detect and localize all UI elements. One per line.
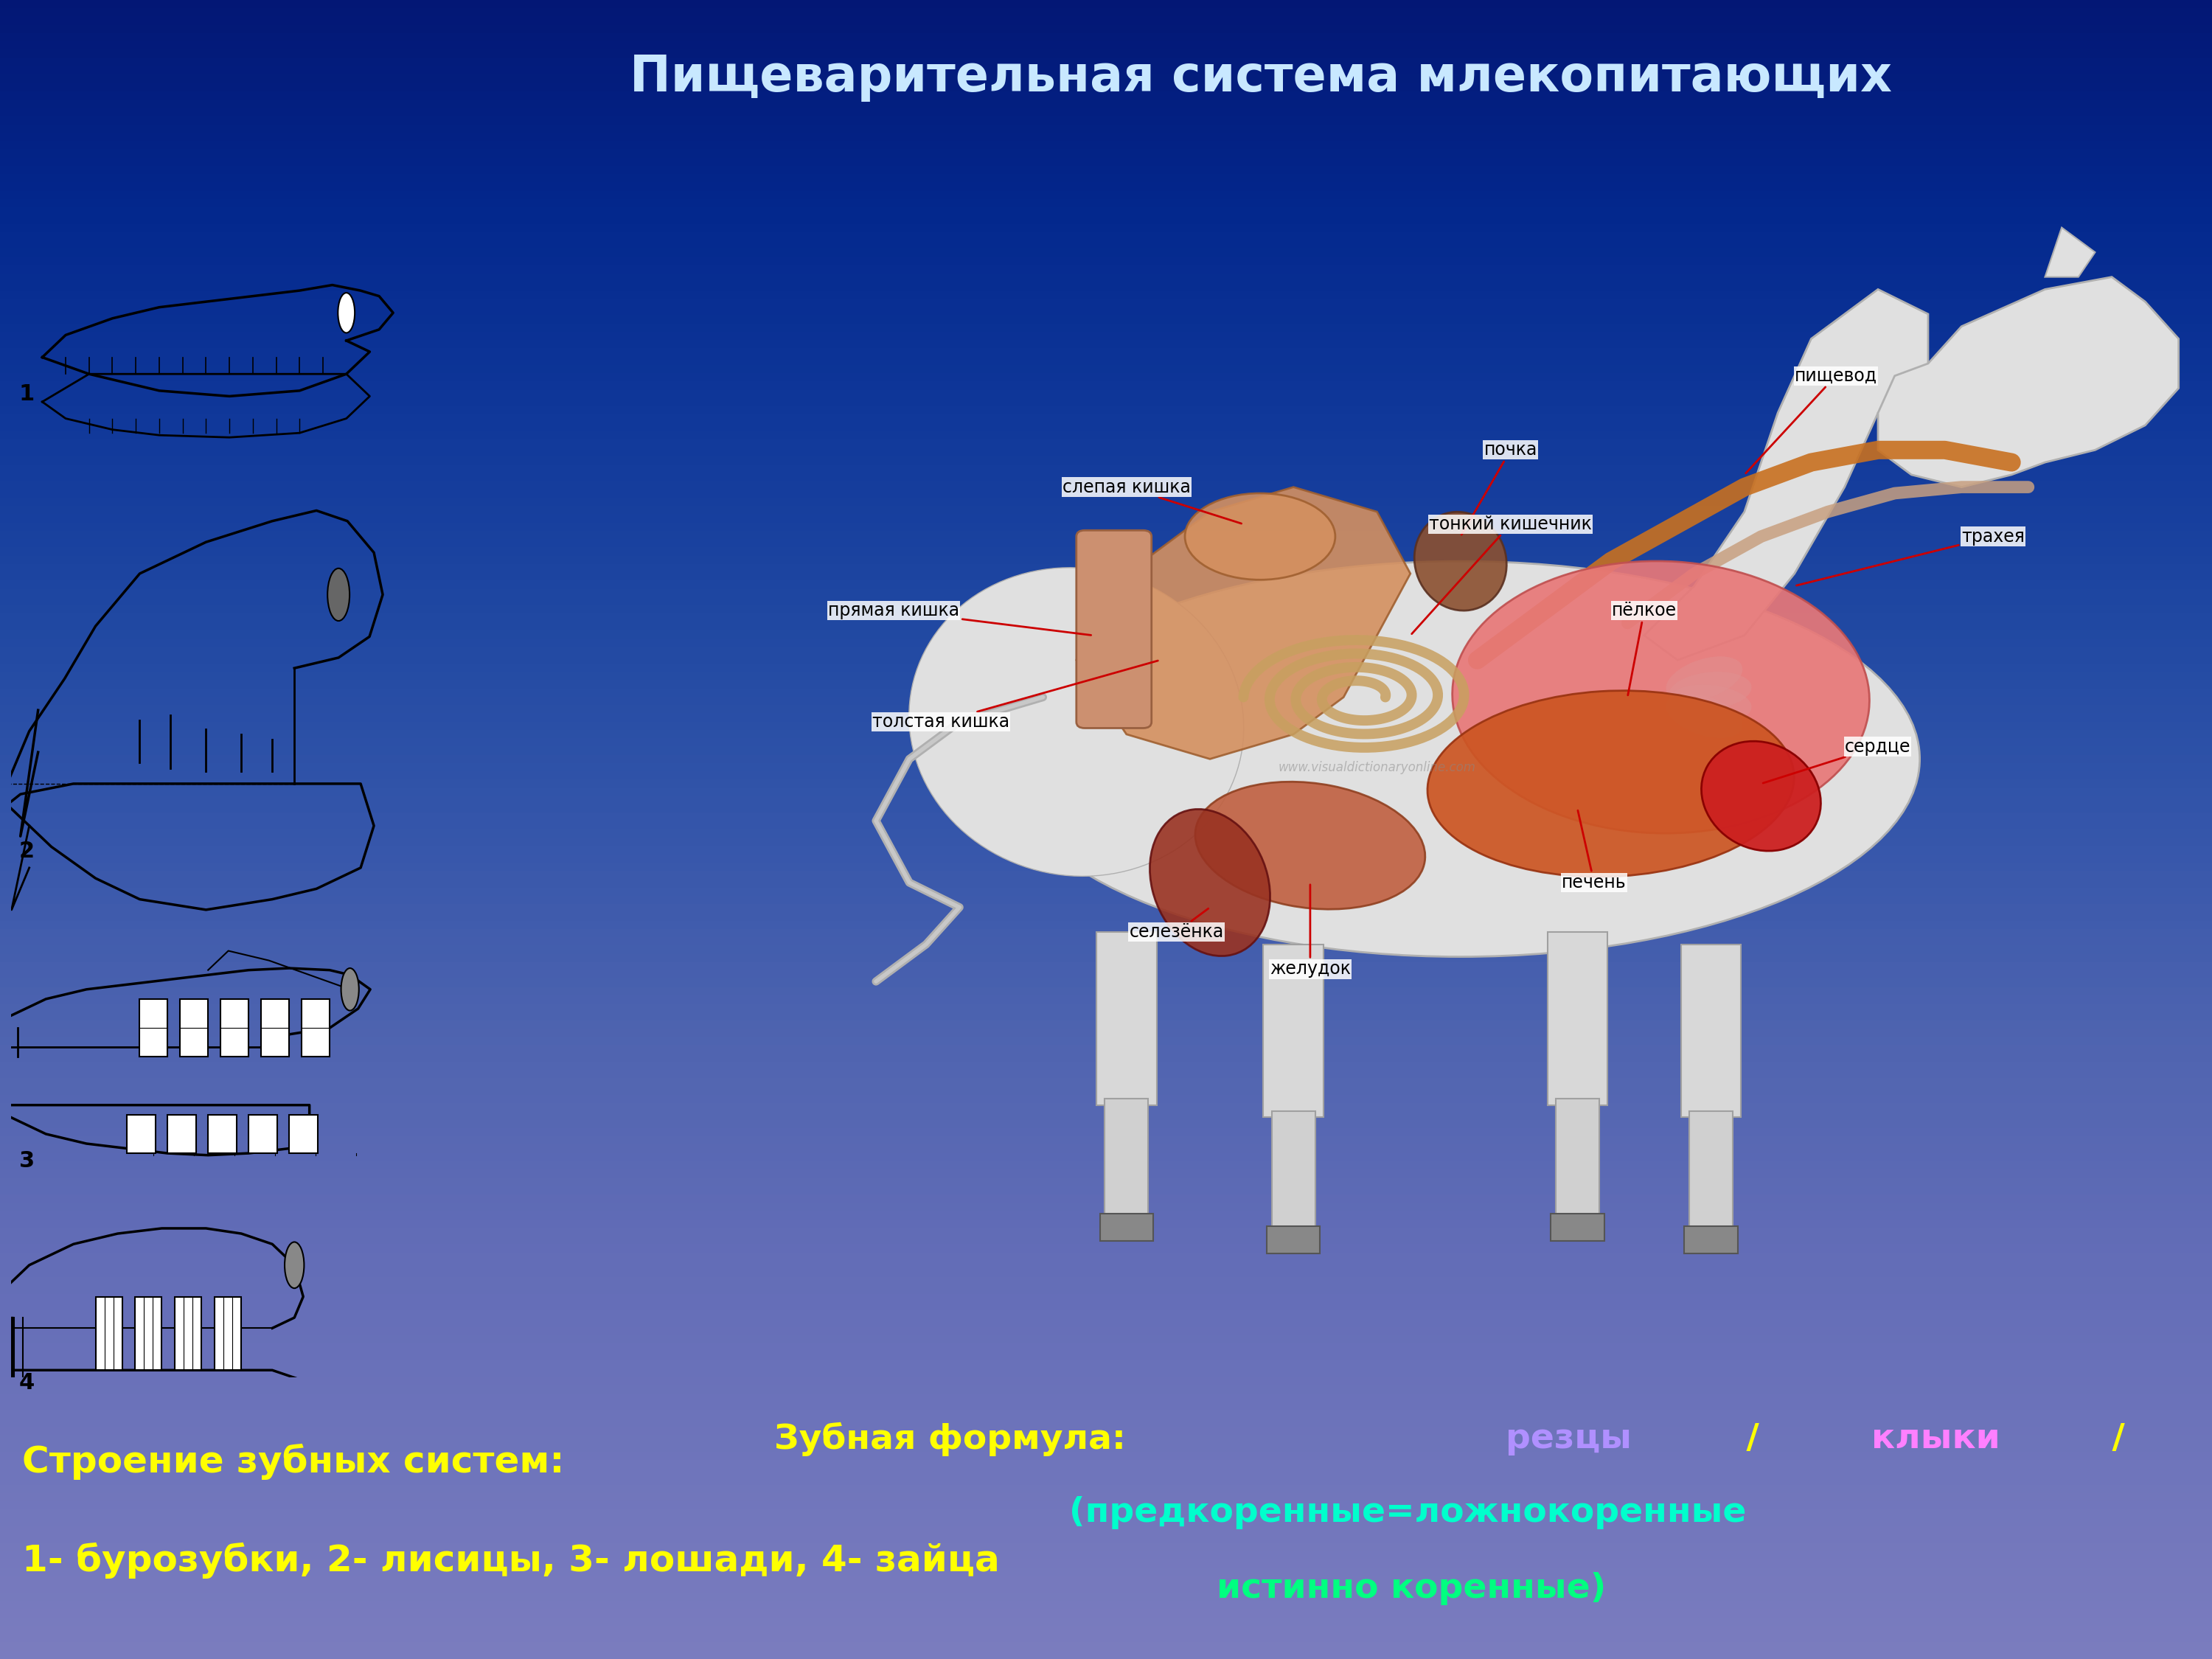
Ellipse shape	[1668, 685, 1752, 723]
Polygon shape	[1878, 277, 2179, 488]
Ellipse shape	[1194, 781, 1425, 909]
Bar	[168, 1115, 197, 1153]
Text: тонкий кишечник: тонкий кишечник	[1411, 516, 1593, 634]
Bar	[175, 1297, 201, 1370]
Text: 1- бурозубки, 2- лисицы, 3- лошади, 4- зайца: 1- бурозубки, 2- лисицы, 3- лошади, 4- з…	[22, 1543, 1000, 1578]
Bar	[1104, 1098, 1148, 1216]
Text: Зубная формула:: Зубная формула:	[774, 1422, 1137, 1457]
Bar	[261, 999, 290, 1057]
Text: истинно коренные): истинно коренные)	[1217, 1573, 1606, 1606]
Text: 1: 1	[20, 383, 35, 405]
Ellipse shape	[1453, 561, 1869, 833]
Bar	[86, 1425, 113, 1463]
Text: слепая кишка: слепая кишка	[1062, 478, 1241, 524]
Text: толстая кишка: толстая кишка	[872, 660, 1157, 730]
Text: www.visualdictionaryonline.com: www.visualdictionaryonline.com	[1279, 761, 1475, 775]
Bar	[135, 1297, 161, 1370]
Circle shape	[338, 292, 354, 333]
Bar	[179, 999, 208, 1057]
Circle shape	[341, 969, 358, 1010]
Text: резцы: резцы	[1506, 1422, 1632, 1455]
Bar	[1683, 1226, 1739, 1254]
Bar	[126, 1115, 155, 1153]
Bar	[1551, 1214, 1604, 1241]
Text: клыки: клыки	[1871, 1422, 2000, 1455]
Text: трахея: трахея	[1796, 528, 2024, 586]
Text: пищевод: пищевод	[1745, 367, 1878, 473]
FancyBboxPatch shape	[1077, 531, 1152, 728]
Bar	[215, 1297, 241, 1370]
Text: сердце: сердце	[1763, 738, 1911, 783]
Bar	[290, 1115, 319, 1153]
Ellipse shape	[1666, 657, 1743, 702]
Bar	[139, 999, 168, 1057]
Text: селезёнка: селезёнка	[1130, 909, 1223, 941]
Ellipse shape	[1186, 493, 1336, 579]
Polygon shape	[1077, 488, 1411, 760]
Ellipse shape	[909, 567, 1243, 876]
Bar	[1263, 944, 1323, 1118]
Text: пёлкое: пёлкое	[1613, 602, 1677, 695]
Bar	[1099, 1214, 1152, 1241]
Text: 2: 2	[20, 841, 35, 863]
Text: /: /	[2099, 1422, 2137, 1455]
Ellipse shape	[1701, 742, 1820, 851]
Polygon shape	[1644, 289, 1929, 660]
Bar	[1272, 1112, 1316, 1229]
Ellipse shape	[1150, 810, 1270, 956]
Ellipse shape	[1668, 672, 1752, 710]
Bar	[1097, 932, 1157, 1105]
Bar	[1690, 1112, 1732, 1229]
Circle shape	[327, 569, 349, 620]
Bar	[208, 1115, 237, 1153]
Ellipse shape	[1427, 690, 1794, 878]
Bar	[126, 1425, 153, 1463]
Ellipse shape	[1413, 513, 1506, 611]
Bar	[221, 999, 248, 1057]
Text: Строение зубных систем:: Строение зубных систем:	[22, 1443, 564, 1480]
Text: желудок: желудок	[1270, 884, 1352, 977]
Bar	[301, 999, 330, 1057]
Ellipse shape	[1002, 561, 1920, 957]
Text: (предкоренные=ложнокоренные: (предкоренные=ложнокоренные	[1068, 1496, 1745, 1530]
Bar	[1267, 1226, 1321, 1254]
Text: 4: 4	[20, 1372, 35, 1394]
Ellipse shape	[1666, 693, 1743, 738]
Circle shape	[285, 1243, 303, 1289]
Bar	[1548, 932, 1608, 1105]
Bar	[166, 1425, 192, 1463]
Text: /: /	[1734, 1422, 1772, 1455]
Bar	[206, 1425, 232, 1463]
Bar	[248, 1115, 276, 1153]
Bar	[1555, 1098, 1599, 1216]
Bar	[1681, 944, 1741, 1118]
Text: печень: печень	[1562, 811, 1626, 891]
Bar	[95, 1297, 122, 1370]
Text: Пищеварительная система млекопитающих: Пищеварительная система млекопитающих	[630, 53, 1891, 101]
Text: прямая кишка: прямая кишка	[827, 602, 1091, 635]
Text: 3: 3	[20, 1150, 35, 1171]
Polygon shape	[2044, 227, 2095, 277]
Text: почка: почка	[1462, 441, 1537, 534]
